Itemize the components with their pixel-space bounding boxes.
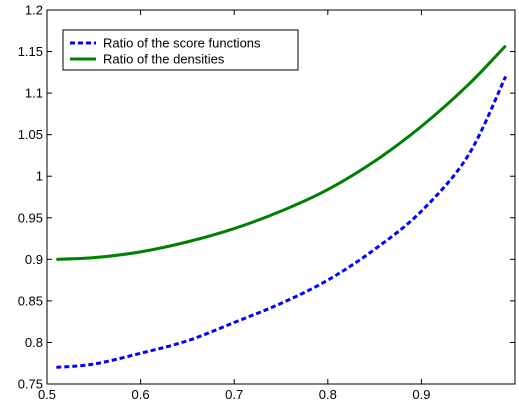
series-layer	[56, 44, 507, 369]
series-line-1	[56, 75, 507, 369]
y-tick-label: 0.95	[18, 210, 43, 225]
legend-label-1: Ratio of the score functions	[103, 36, 261, 51]
y-tick-label: 0.9	[25, 252, 43, 267]
y-tick-label: 0.75	[18, 377, 43, 392]
legend-label-2: Ratio of the densities	[103, 52, 225, 67]
x-tick-label: 0.8	[319, 387, 337, 402]
x-tick-label: 0.5	[38, 387, 56, 402]
y-tick-label: 0.8	[25, 335, 43, 350]
y-tick-label: 1.05	[18, 127, 43, 142]
y-tick-label: 0.85	[18, 293, 43, 308]
y-tick-label: 1.1	[25, 86, 43, 101]
legend-box	[62, 29, 299, 71]
y-tick-label: 1	[36, 169, 43, 184]
series-line-2	[56, 44, 507, 261]
y-tick-label: 1.2	[25, 3, 43, 18]
y-tick-label: 1.15	[18, 44, 43, 59]
x-tick-label: 0.7	[225, 387, 243, 402]
x-tick-label: 0.6	[132, 387, 150, 402]
x-tick-label: 0.9	[412, 387, 430, 402]
